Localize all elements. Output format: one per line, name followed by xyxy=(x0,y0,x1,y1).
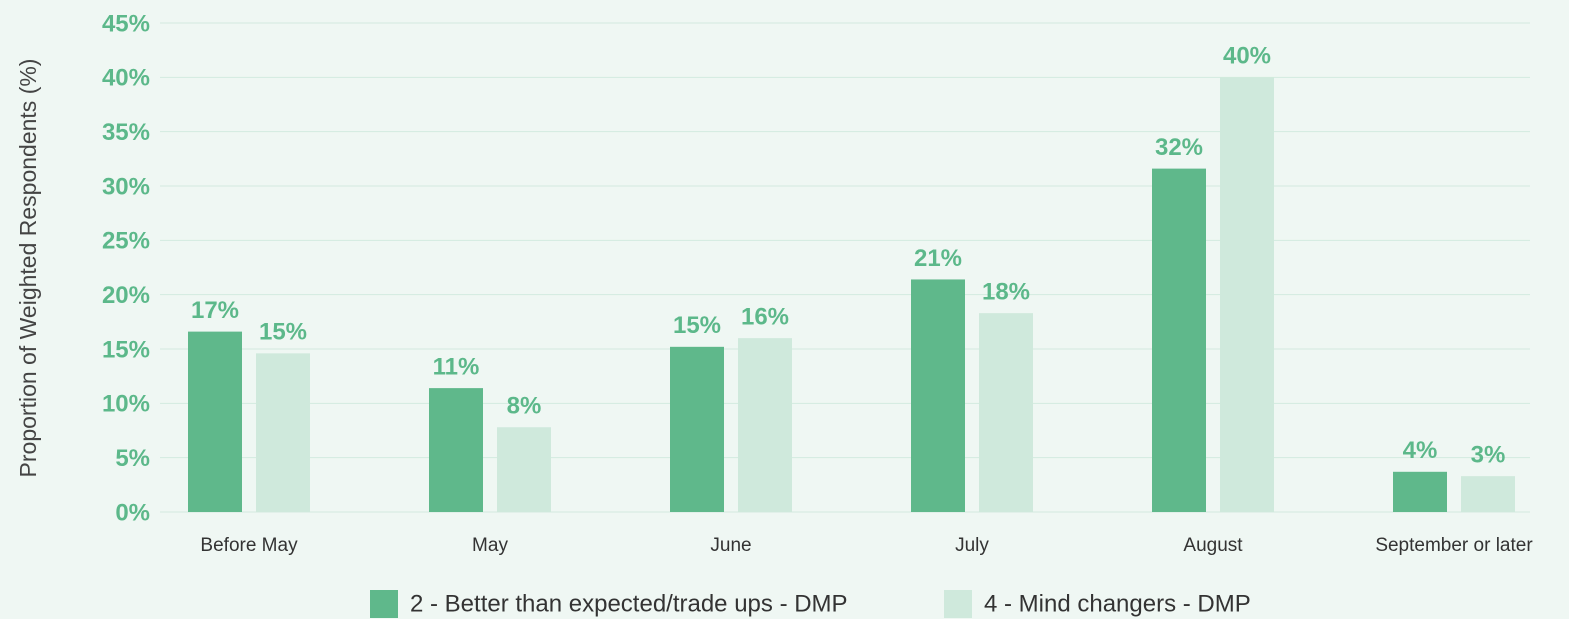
y-tick-label: 20% xyxy=(102,282,150,309)
value-label: 4% xyxy=(1403,437,1438,464)
value-label: 15% xyxy=(673,312,721,339)
y-tick-label: 5% xyxy=(115,445,150,472)
y-tick-label: 30% xyxy=(102,173,150,200)
y-axis-label: Proportion of Weighted Respondents (%) xyxy=(15,59,41,478)
value-label: 40% xyxy=(1223,43,1271,70)
bar xyxy=(429,388,483,512)
y-tick-label: 45% xyxy=(102,10,150,37)
x-tick-label: May xyxy=(472,535,508,556)
y-tick-label: 0% xyxy=(115,499,150,526)
bar xyxy=(1461,476,1515,512)
y-tick-label: 10% xyxy=(102,391,150,418)
value-label: 8% xyxy=(507,393,542,420)
legend-label: 2 - Better than expected/trade ups - DMP xyxy=(410,590,848,617)
bar xyxy=(1220,77,1274,512)
bar xyxy=(256,353,310,512)
value-label: 17% xyxy=(191,297,239,324)
value-label: 16% xyxy=(741,303,789,330)
bar xyxy=(1152,168,1206,512)
value-label: 15% xyxy=(259,319,307,346)
legend-swatch xyxy=(944,590,972,618)
y-tick-label: 15% xyxy=(102,336,150,363)
bar xyxy=(497,427,551,512)
x-tick-label: Before May xyxy=(200,535,298,556)
y-tick-label: 35% xyxy=(102,119,150,146)
bar xyxy=(979,313,1033,512)
y-tick-label: 25% xyxy=(102,228,150,255)
value-label: 21% xyxy=(914,245,962,272)
y-tick-label: 40% xyxy=(102,65,150,92)
bar xyxy=(911,279,965,512)
bar xyxy=(188,331,242,512)
value-label: 3% xyxy=(1471,441,1506,468)
bar xyxy=(670,346,724,512)
value-label: 18% xyxy=(982,278,1030,305)
x-tick-label: September or later xyxy=(1375,535,1533,556)
x-tick-label: July xyxy=(955,535,989,556)
legend-label: 4 - Mind changers - DMP xyxy=(984,590,1251,617)
value-label: 32% xyxy=(1155,134,1203,161)
bar xyxy=(1393,471,1447,512)
x-tick-label: June xyxy=(710,535,751,556)
value-label: 11% xyxy=(433,353,480,380)
bar xyxy=(738,338,792,512)
x-tick-label: August xyxy=(1183,535,1243,556)
legend-swatch xyxy=(370,590,398,618)
